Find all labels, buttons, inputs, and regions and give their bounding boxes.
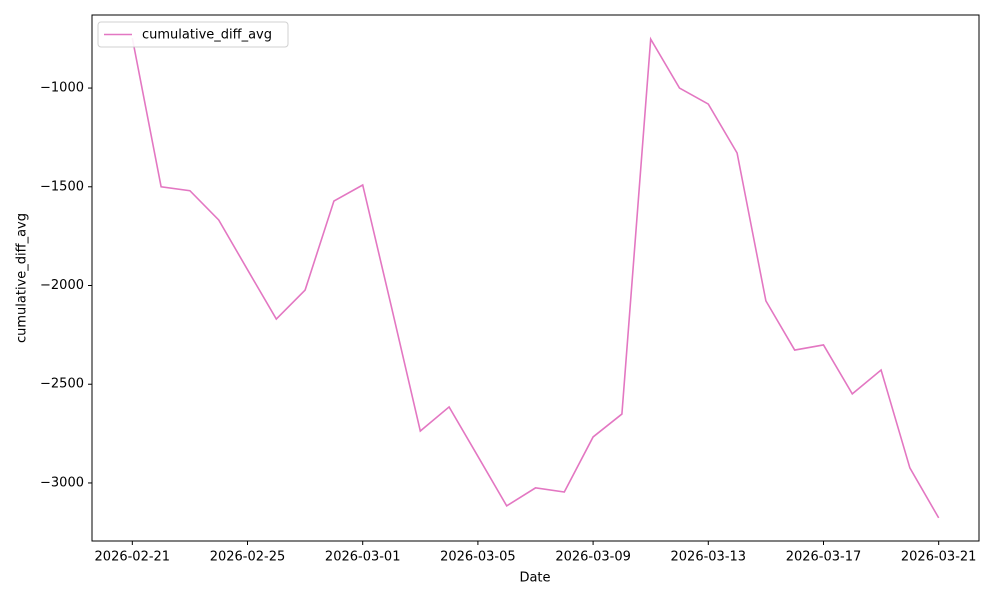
x-tick-label: 2026-02-21 (95, 550, 171, 565)
y-tick-label: −1000 (40, 81, 84, 96)
y-tick-label: −1500 (40, 179, 84, 194)
y-axis-label: cumulative_diff_avg (15, 213, 30, 343)
x-tick-label: 2026-03-17 (786, 550, 862, 565)
x-tick-label: 2026-03-01 (325, 550, 401, 565)
x-tick-label: 2026-03-13 (671, 550, 747, 565)
data-line (131, 36, 940, 519)
plot-frame (91, 14, 980, 542)
x-tick-label: 2026-03-21 (901, 550, 977, 565)
x-tick-label: 2026-03-05 (440, 550, 516, 565)
x-tick-label: 2026-03-09 (555, 550, 631, 565)
legend-label: cumulative_diff_avg (142, 28, 272, 43)
x-axis-label: Date (519, 571, 550, 586)
legend-box (97, 21, 289, 48)
y-tick-label: −2000 (40, 278, 84, 293)
x-tick-label: 2026-02-25 (210, 550, 286, 565)
y-tick-label: −2500 (40, 377, 84, 392)
y-tick-label: −3000 (40, 475, 84, 490)
